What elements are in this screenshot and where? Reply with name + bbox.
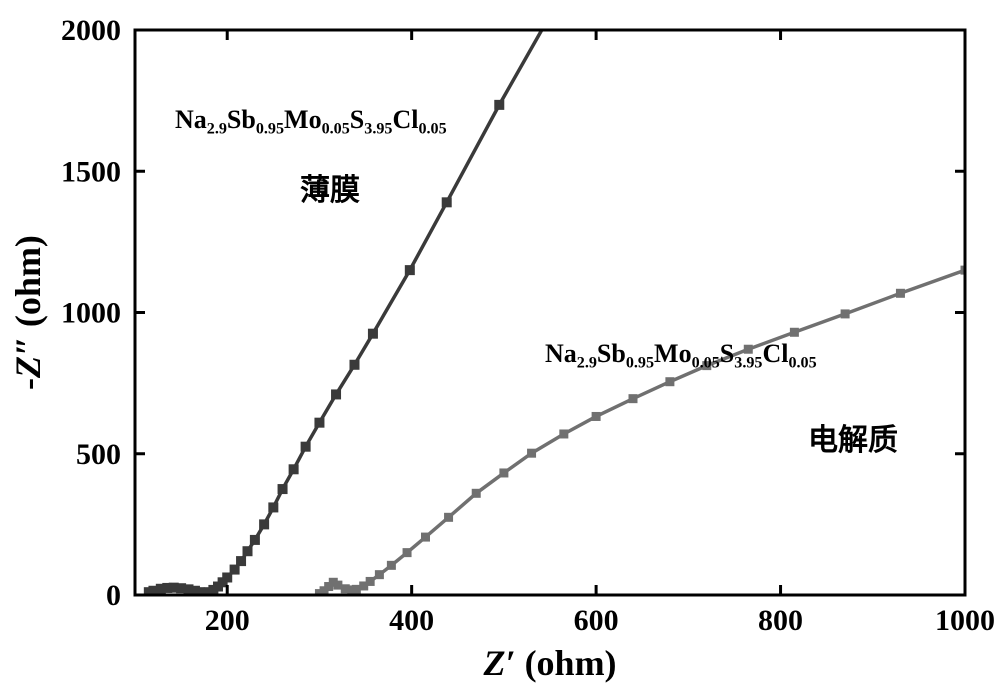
- y-axis-label: -Z″ (ohm): [8, 235, 48, 390]
- xtick-label: 200: [205, 604, 250, 637]
- ytick-label: 1500: [61, 155, 121, 188]
- x-axis-label: Z′ (ohm): [482, 643, 616, 683]
- xtick-label: 1000: [935, 604, 995, 637]
- ytick-label: 500: [76, 438, 121, 471]
- xtick-label: 800: [758, 604, 803, 637]
- chart-svg: 200 400 600 800 1000 0 500 1000 1500 2000 Z′ (ohm)…: [0, 0, 1000, 698]
- xtick-label: 400: [389, 604, 434, 637]
- ytick-label: 0: [106, 579, 121, 612]
- series-sublabel-electrolyte: 电解质: [808, 424, 898, 457]
- nyquist-chart: 200 400 600 800 1000 0 500 1000 1500 2000 Z′ (ohm)…: [0, 0, 1000, 698]
- series-sublabel-film: 薄膜: [300, 174, 360, 207]
- ytick-label: 2000: [61, 14, 121, 47]
- ytick-label: 1000: [61, 297, 121, 330]
- xtick-label: 600: [574, 604, 619, 637]
